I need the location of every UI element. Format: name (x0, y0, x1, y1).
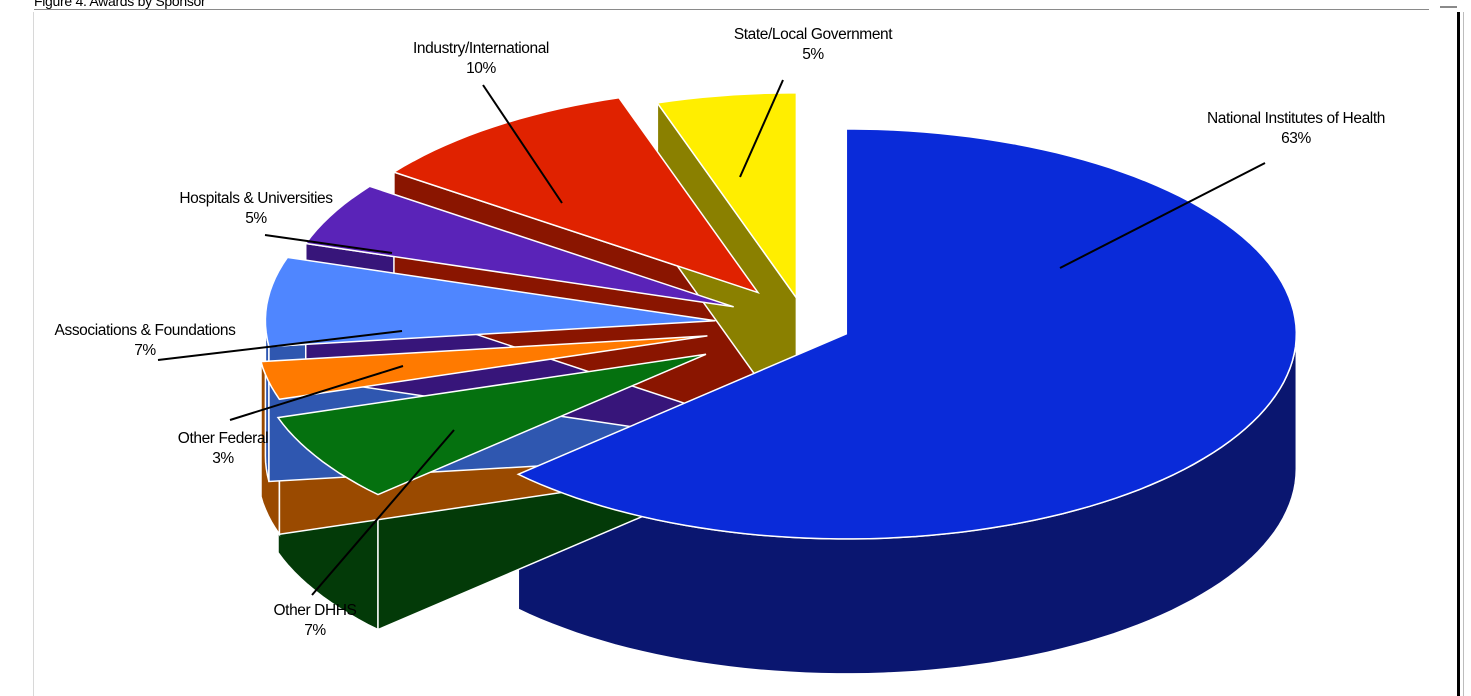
pie-slice-tops (260, 92, 1298, 540)
slice-value-other-federal: 3% (212, 450, 234, 467)
slice-label-national-institutes-of-health: National Institutes of Health (1207, 110, 1385, 127)
slice-other-dhhs (276, 353, 707, 496)
slice-national-institutes-of-health (516, 128, 1298, 540)
slice-labels: National Institutes of Health 63% Other DH… (55, 26, 1386, 639)
top-strip: Figure 4. Awards by Sponsor (0, 0, 1471, 12)
leader-line-other-federal (229, 365, 404, 421)
slice-value-associations-and-foundations: 7% (134, 342, 156, 359)
leader-line-state-local-government (739, 79, 784, 178)
slice-value-industry-international: 10% (466, 60, 496, 77)
leader-line-industry-international (482, 84, 563, 204)
slice-label-industry-international: Industry/International (413, 40, 549, 57)
slice-industry-international (392, 96, 760, 295)
slice-label-other-dhhs: Other DHHS (274, 602, 357, 619)
frame-right-border (1457, 12, 1460, 696)
leader-lines (157, 79, 1266, 596)
slice-label-hospitals-and-universities: Hospitals & Universities (179, 190, 333, 207)
caption-rule (34, 9, 1429, 10)
slice-other-federal (260, 335, 708, 401)
leader-line-associations-and-foundations (157, 330, 403, 361)
corner-mark (1440, 6, 1457, 8)
slice-value-hospitals-and-universities: 5% (245, 210, 267, 227)
figure-caption: Figure 4. Awards by Sponsor (34, 0, 206, 9)
leader-line-national-institutes-of-health (1059, 162, 1266, 269)
leader-line-other-dhhs (311, 429, 455, 596)
slice-state-local-government (655, 92, 798, 301)
slice-value-state-local-government: 5% (802, 46, 824, 63)
frame-right-shadow (1463, 12, 1464, 696)
slice-label-associations-and-foundations: Associations & Foundations (55, 322, 237, 339)
slice-hospitals-and-universities (304, 185, 734, 308)
leader-line-hospitals-and-universities (264, 234, 393, 254)
slice-value-national-institutes-of-health: 63% (1281, 130, 1311, 147)
frame-left-border (33, 12, 34, 696)
slice-label-state-local-government: State/Local Government (734, 26, 893, 43)
slice-associations-and-foundations (264, 256, 716, 348)
slice-value-other-dhhs: 7% (304, 622, 326, 639)
slice-label-other-federal: Other Federal (178, 430, 268, 447)
